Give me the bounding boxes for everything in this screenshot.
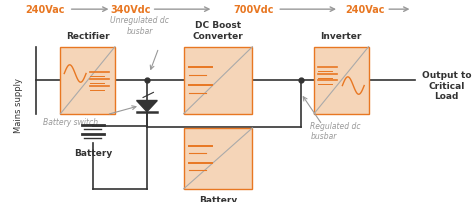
FancyBboxPatch shape xyxy=(184,128,252,189)
Text: Battery: Battery xyxy=(74,148,112,157)
Text: Regulated dc
busbar: Regulated dc busbar xyxy=(310,121,361,141)
Text: 240Vac: 240Vac xyxy=(25,5,65,15)
Text: Output to
Critical
Load: Output to Critical Load xyxy=(422,71,471,101)
Text: 240Vac: 240Vac xyxy=(345,5,385,15)
FancyBboxPatch shape xyxy=(314,47,368,114)
Text: DC Boost
Converter: DC Boost Converter xyxy=(192,21,244,40)
Text: 700Vdc: 700Vdc xyxy=(233,5,274,15)
Text: Rectifier: Rectifier xyxy=(66,32,109,40)
Text: Battery switch: Battery switch xyxy=(43,118,98,127)
Text: Unregulated dc
busbar: Unregulated dc busbar xyxy=(110,16,169,36)
Text: Inverter: Inverter xyxy=(320,32,362,40)
Text: Mains supply: Mains supply xyxy=(14,78,22,132)
FancyBboxPatch shape xyxy=(61,47,115,114)
FancyBboxPatch shape xyxy=(184,47,252,114)
Text: Battery
Charger: Battery Charger xyxy=(198,195,238,202)
Text: 340Vdc: 340Vdc xyxy=(110,5,151,15)
Polygon shape xyxy=(137,101,157,112)
